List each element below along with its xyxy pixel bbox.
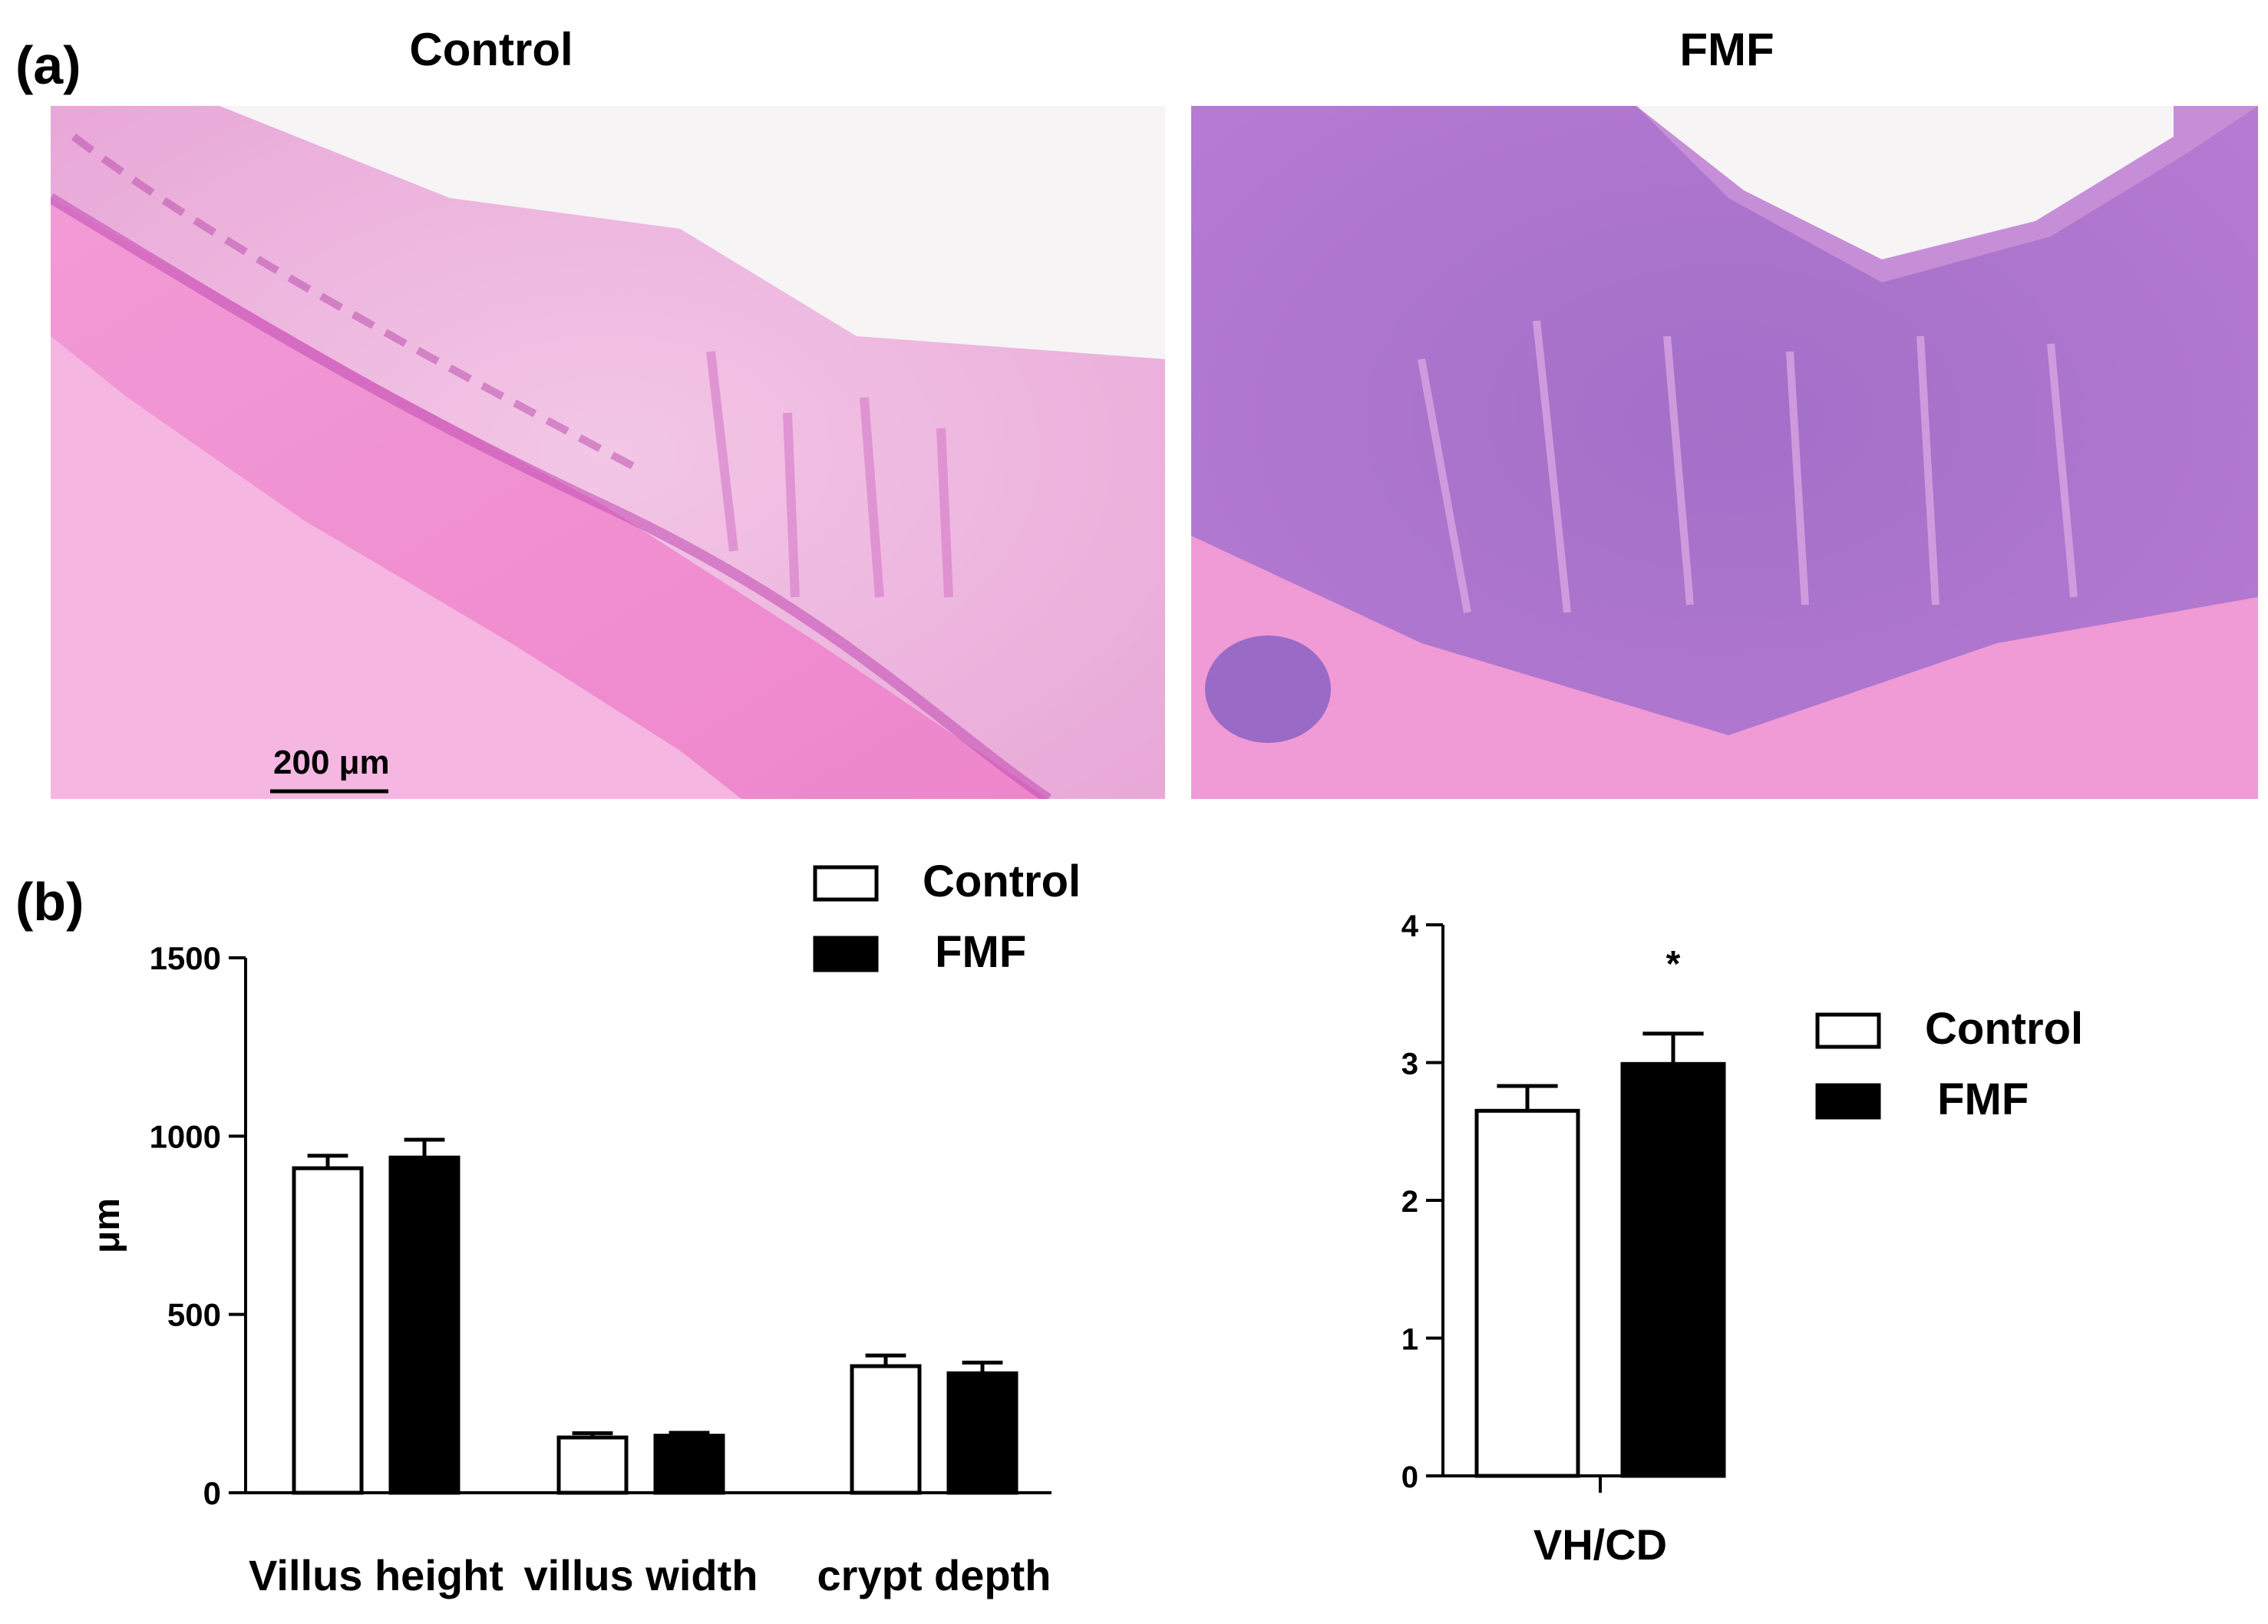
chart1-bar-control xyxy=(850,1364,922,1495)
chart1-bar-fmf xyxy=(388,1155,461,1495)
chart1-bar-fmf xyxy=(653,1434,725,1495)
chart2-legend-label: Control xyxy=(1925,1004,2083,1054)
fmf-image-title: FMF xyxy=(1679,24,1774,75)
chart1-y-tick-label: 500 xyxy=(167,1297,221,1333)
chart1-legend-swatch-control xyxy=(813,865,879,902)
chart1-legend-label: Control xyxy=(923,857,1081,906)
chart2-y-tick-label: 3 xyxy=(1401,1048,1418,1081)
chart2-legend-swatch-fmf xyxy=(1815,1083,1881,1120)
chart2-y-tick-label: 1 xyxy=(1401,1323,1418,1357)
chart2-bar-control xyxy=(1474,1108,1580,1478)
chart2-y-tick-label: 2 xyxy=(1401,1185,1418,1219)
chart1-legend-swatch-fmf xyxy=(813,936,879,972)
chart2-y-tick-label: 4 xyxy=(1401,909,1419,943)
chart1-y-tick-label: 1500 xyxy=(150,940,221,976)
chart1-category-label: villus width xyxy=(524,1551,758,1599)
chart1-y-tick-label: 1000 xyxy=(150,1118,221,1154)
chart2-y-tick-label: 0 xyxy=(1401,1461,1418,1494)
chart1-bar-control xyxy=(292,1166,364,1495)
chart2-bar-fmf xyxy=(1620,1061,1726,1478)
control-micrograph: 200 μm xyxy=(51,106,1165,799)
chart1-legend-label: FMF xyxy=(923,927,1026,977)
control-image-title: Control xyxy=(409,24,573,75)
chart2-significance-marker: * xyxy=(1666,944,1681,985)
chart1-category-label: crypt depth xyxy=(817,1551,1051,1599)
chart1-bar-control xyxy=(556,1435,629,1495)
chart1-bar-fmf xyxy=(946,1371,1018,1495)
panel-b-label: (b) xyxy=(15,872,84,932)
chart2-legend-label: FMF xyxy=(1925,1074,2029,1124)
chart2-category-label: VH/CD xyxy=(1533,1520,1667,1569)
chart1-y-axis-label: μm xyxy=(87,1198,127,1253)
chart1-y-tick-label: 0 xyxy=(203,1475,221,1511)
chart1-category-label: Villus height xyxy=(249,1551,503,1599)
panel-a-label: (a) xyxy=(15,35,81,95)
chart2-legend-swatch-control xyxy=(1815,1012,1881,1049)
scale-bar-label: 200 μm xyxy=(273,744,390,781)
fmf-micrograph xyxy=(1191,106,2258,799)
